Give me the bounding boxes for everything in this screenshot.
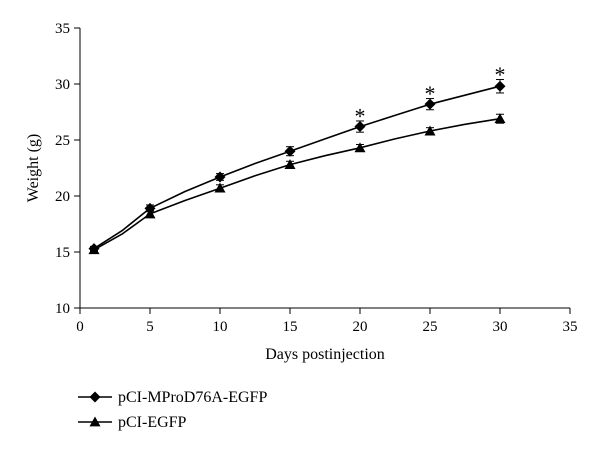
data-point-diamond <box>144 202 156 214</box>
legend-item-pci-egfp: pCI-EGFP <box>78 414 187 431</box>
y-axis-ticks: 10 15 20 25 30 35 <box>55 21 80 317</box>
series-pci-mprod76a-egfp <box>88 79 506 255</box>
data-point-triangle <box>214 182 226 193</box>
legend: pCI-MProD76A-EGFP pCI-EGFP <box>78 389 267 431</box>
y-tick-label: 20 <box>55 189 70 205</box>
x-tick-label: 30 <box>493 319 508 335</box>
data-point-triangle <box>494 113 506 124</box>
significance-asterisk: * <box>425 81 436 106</box>
y-axis-title: Weight (g) <box>25 134 42 202</box>
significance-asterisk: * <box>495 62 506 87</box>
data-point-triangle <box>284 159 296 170</box>
x-axis-title: Days postinjection <box>265 346 385 363</box>
significance-annotations: * * * <box>355 62 506 128</box>
y-tick-label: 15 <box>55 245 70 261</box>
legend-label: pCI-EGFP <box>118 414 187 431</box>
x-tick-label: 0 <box>76 319 84 335</box>
legend-diamond-marker <box>89 391 101 403</box>
data-point-triangle <box>88 244 100 255</box>
significance-asterisk: * <box>355 103 366 128</box>
data-point-diamond <box>424 98 436 110</box>
axes: 0 5 10 15 20 25 30 35 10 15 20 25 30 35 <box>55 21 578 335</box>
x-tick-label: 25 <box>423 319 438 335</box>
y-tick-label: 30 <box>55 77 70 93</box>
series-pci-egfp <box>88 113 506 255</box>
legend-triangle-marker <box>89 416 101 427</box>
x-tick-label: 5 <box>146 319 154 335</box>
legend-label: pCI-MProD76A-EGFP <box>118 389 267 406</box>
data-point-triangle <box>354 142 366 153</box>
y-tick-label: 10 <box>55 301 70 317</box>
x-tick-label: 15 <box>283 319 298 335</box>
plot-area <box>88 79 506 255</box>
series-line <box>93 85 501 250</box>
legend-item-pci-mprod76a-egfp: pCI-MProD76A-EGFP <box>78 389 267 406</box>
data-point-diamond <box>354 121 366 133</box>
x-tick-label: 20 <box>353 319 368 335</box>
y-tick-label: 25 <box>55 133 70 149</box>
series-line <box>93 117 501 251</box>
data-point-diamond <box>214 171 226 183</box>
x-tick-label: 10 <box>213 319 228 335</box>
data-point-triangle <box>144 208 156 219</box>
y-tick-label: 35 <box>55 21 70 37</box>
data-point-triangle <box>424 125 436 136</box>
data-point-diamond <box>494 80 506 92</box>
x-axis-ticks: 0 5 10 15 20 25 30 35 <box>76 308 578 335</box>
x-tick-label: 35 <box>563 319 578 335</box>
data-point-diamond <box>284 145 296 157</box>
